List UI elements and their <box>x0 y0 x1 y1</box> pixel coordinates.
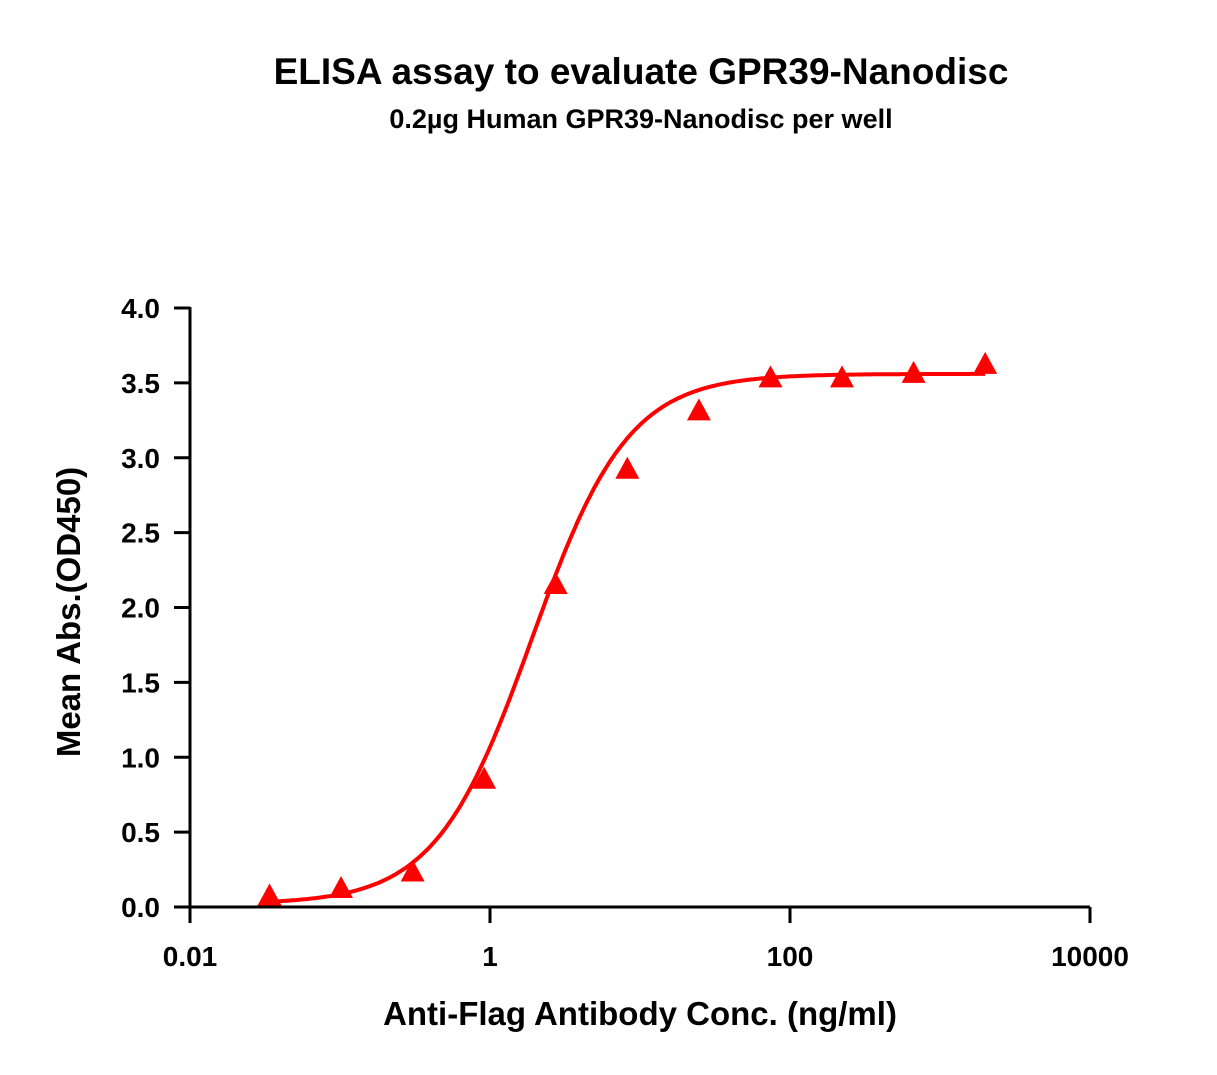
data-point <box>329 876 354 899</box>
y-tick-label: 2.0 <box>121 593 160 624</box>
x-tick-label: 0.01 <box>163 941 218 972</box>
y-tick-label: 2.5 <box>121 518 160 549</box>
x-tick-label: 100 <box>767 941 814 972</box>
data-point <box>973 351 998 374</box>
y-tick-label: 3.5 <box>121 368 160 399</box>
y-tick-label: 4.0 <box>121 293 160 324</box>
chart-subtitle: 0.2µg Human GPR39-Nanodisc per well <box>389 104 892 134</box>
x-axis-label: Anti-Flag Antibody Conc. (ng/ml) <box>383 995 897 1032</box>
data-point <box>615 456 640 479</box>
data-point <box>758 365 783 388</box>
data-point <box>901 360 926 383</box>
data-point <box>257 883 282 906</box>
x-tick-label: 10000 <box>1051 941 1129 972</box>
y-tick-label: 1.5 <box>121 667 160 698</box>
y-tick-label: 0.5 <box>121 817 160 848</box>
y-tick-label: 1.0 <box>121 742 160 773</box>
x-tick-label: 1 <box>482 941 498 972</box>
y-axis-label: Mean Abs.(OD450) <box>50 467 87 757</box>
data-point <box>543 572 568 595</box>
fit-curve <box>269 371 986 904</box>
data-point <box>400 859 425 882</box>
chart-title: ELISA assay to evaluate GPR39-Nanodisc <box>274 51 1009 92</box>
data-point <box>472 766 497 789</box>
data-point <box>686 398 711 421</box>
data-point <box>830 365 855 388</box>
y-tick-label: 0.0 <box>121 892 160 923</box>
y-tick-label: 3.0 <box>121 443 160 474</box>
